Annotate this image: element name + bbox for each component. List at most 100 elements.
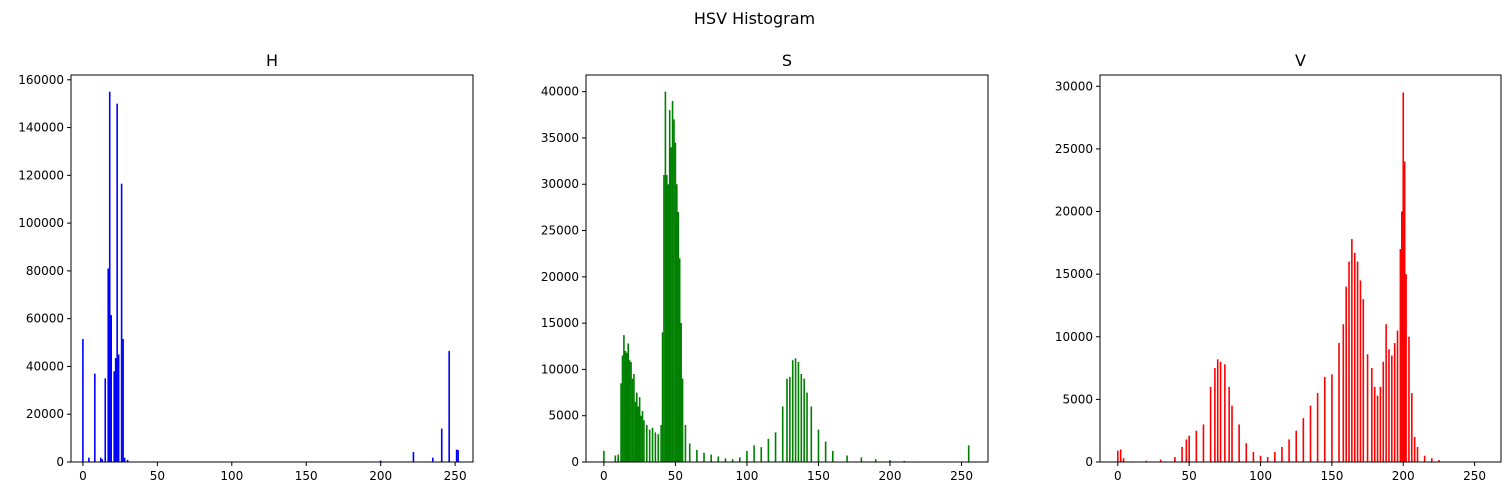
bar — [1359, 280, 1362, 462]
bar — [1338, 343, 1340, 462]
bar — [82, 338, 84, 462]
y-tick-label: 25000 — [1055, 142, 1093, 156]
bar — [786, 378, 788, 462]
y-tick-label: 10000 — [541, 362, 579, 376]
bar — [696, 449, 698, 462]
bar — [1393, 343, 1396, 462]
y-tick-label: 60000 — [26, 312, 64, 326]
bar — [1438, 460, 1440, 462]
bar — [1348, 261, 1350, 462]
bar — [791, 360, 794, 462]
bar — [1188, 435, 1190, 462]
bar — [889, 460, 891, 462]
y-tick-label: 0 — [571, 455, 579, 469]
x-tick-label: 100 — [735, 469, 758, 483]
bar — [648, 429, 651, 462]
bar — [104, 378, 107, 462]
bar — [1159, 459, 1162, 462]
panel-title-h: H — [266, 51, 278, 70]
bar — [1122, 458, 1125, 462]
bar — [1309, 405, 1312, 462]
bar — [99, 457, 102, 462]
bar — [1323, 376, 1326, 462]
bar — [126, 459, 129, 462]
bar — [120, 183, 123, 462]
bar — [1376, 395, 1379, 462]
bar — [1385, 324, 1387, 462]
y-tick-label: 35000 — [541, 131, 579, 145]
y-tick-label: 0 — [1085, 455, 1093, 469]
bar — [781, 406, 784, 462]
bar — [1373, 386, 1376, 462]
panel-v: 0 50 100 150 200 250 0 5000 10000 15000 20000 25000… — [1055, 51, 1502, 483]
bar — [631, 378, 634, 462]
bar — [1430, 458, 1433, 462]
bar — [646, 424, 648, 462]
bar — [94, 373, 96, 462]
bar — [123, 457, 126, 462]
bar — [643, 420, 645, 462]
bar — [617, 454, 619, 462]
y-tick-label: 20000 — [26, 407, 64, 421]
bar — [1382, 361, 1385, 462]
bar — [717, 456, 720, 462]
x-tick-label: 50 — [668, 469, 683, 483]
bar — [620, 383, 622, 462]
y-tick-label: 5000 — [1062, 392, 1093, 406]
bar — [663, 174, 665, 463]
bar — [651, 427, 654, 462]
y-tick-label: 30000 — [541, 177, 579, 191]
bar — [676, 184, 678, 462]
bar — [1403, 161, 1406, 463]
bar — [874, 459, 877, 462]
y-tick-label: 25000 — [541, 224, 579, 238]
bar — [638, 397, 641, 462]
bar — [1145, 460, 1148, 462]
bar — [1259, 455, 1262, 462]
bar — [660, 424, 662, 462]
bar — [710, 454, 712, 462]
bar — [1238, 424, 1240, 462]
bar — [412, 451, 415, 462]
y-tick-label: 120000 — [18, 168, 64, 182]
bar — [614, 455, 617, 462]
bar — [1214, 368, 1216, 462]
bar — [1316, 393, 1319, 462]
bar — [774, 432, 777, 462]
bar — [681, 378, 684, 462]
bar — [760, 447, 763, 462]
y-tick-label: 100000 — [18, 216, 64, 230]
bar — [1345, 286, 1347, 462]
bar — [1119, 449, 1122, 462]
x-tick-label: 0 — [79, 469, 87, 483]
y-tick-label: 15000 — [541, 316, 579, 330]
bar — [634, 401, 637, 462]
y-tick-label: 40000 — [541, 85, 579, 99]
bar — [379, 460, 382, 462]
x-tick-label: 200 — [369, 469, 392, 483]
bar — [88, 457, 90, 462]
bar — [767, 438, 770, 462]
bar — [101, 459, 104, 462]
bar — [1405, 274, 1407, 462]
bar — [1219, 361, 1222, 462]
bar — [116, 103, 118, 463]
y-tick-label: 15000 — [1055, 267, 1093, 281]
bar — [810, 406, 813, 462]
bar — [1181, 446, 1183, 462]
bar — [637, 406, 640, 462]
bar — [122, 338, 124, 462]
bar — [640, 415, 642, 462]
bar — [641, 411, 644, 462]
bar — [657, 434, 660, 462]
bar — [664, 91, 667, 463]
bar — [789, 376, 791, 462]
bar — [678, 258, 681, 462]
x-tick-label: 50 — [150, 469, 165, 483]
bar — [667, 184, 670, 462]
bar — [1302, 418, 1305, 462]
x-tick-label: 100 — [220, 469, 243, 483]
bar — [635, 392, 638, 462]
axes-frame-h — [70, 74, 474, 463]
